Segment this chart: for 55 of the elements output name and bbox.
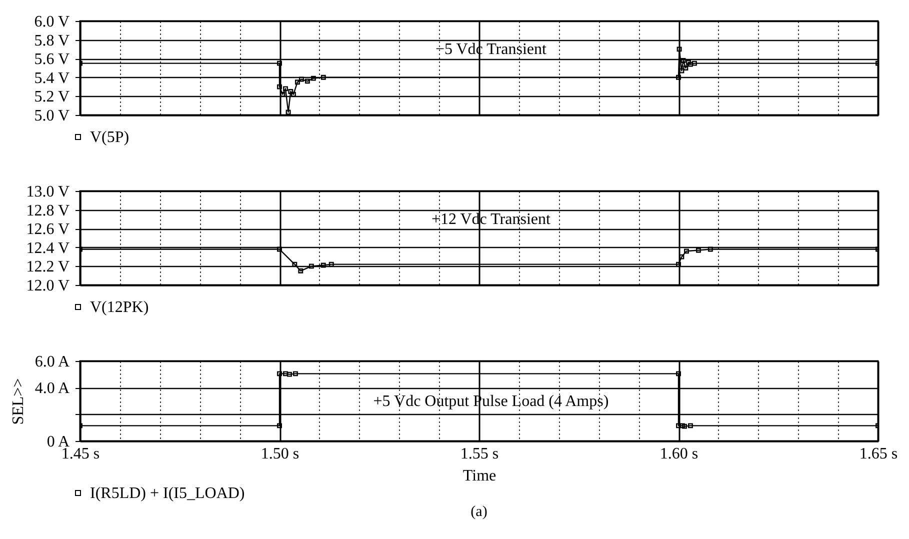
point xyxy=(684,248,689,254)
point xyxy=(320,262,326,268)
point xyxy=(287,372,292,377)
point xyxy=(688,423,693,428)
point xyxy=(292,371,298,376)
x-tick-label: 1.50 s xyxy=(260,446,300,462)
point xyxy=(320,74,326,80)
x-tick-label: 1.55 s xyxy=(460,446,499,462)
point xyxy=(288,89,294,94)
point xyxy=(283,371,288,376)
point xyxy=(683,66,688,70)
point xyxy=(277,423,282,428)
y-tick-label: 6.0 V xyxy=(34,14,70,30)
point xyxy=(298,76,304,82)
point xyxy=(286,110,291,115)
legend-label: I(R5LD) + I(I5_LOAD) xyxy=(90,485,245,502)
y-tick-label: 6.0 A xyxy=(34,354,70,370)
point xyxy=(688,62,693,67)
y-tick-label: 4.0 A xyxy=(34,380,70,398)
y-tick-label: 13.0 V xyxy=(26,184,70,200)
y-tick-label: 12.2 V xyxy=(26,258,70,276)
point xyxy=(676,46,682,52)
point xyxy=(277,371,282,376)
point xyxy=(283,86,288,92)
y-tick-label: 5.6 V xyxy=(34,51,70,68)
point xyxy=(294,80,300,85)
point xyxy=(304,78,310,84)
point xyxy=(310,76,316,81)
y-axis-title: SEL>> xyxy=(10,378,27,425)
y-tick-label: 5.0 V xyxy=(34,108,70,124)
y-tick-label: 12.0 V xyxy=(26,278,70,294)
point xyxy=(686,60,691,65)
point xyxy=(708,246,713,252)
point xyxy=(277,60,282,66)
y-tick-label: 12.4 V xyxy=(26,240,70,257)
point xyxy=(680,58,686,63)
point xyxy=(696,248,701,253)
point xyxy=(277,84,282,90)
point xyxy=(692,60,697,66)
y-tick-label: 12.6 V xyxy=(26,221,70,238)
x-tick-label: 1.60 s xyxy=(660,446,698,462)
x-tick-label: 1.45 s xyxy=(61,446,100,462)
text: (a) xyxy=(470,504,488,520)
x-tick-label: 1.65 s xyxy=(859,446,898,462)
y-tick-label: 5.8 V xyxy=(34,32,70,50)
x-axis-title: Time xyxy=(462,468,496,484)
y-tick-label: 5.2 V xyxy=(34,88,70,106)
point xyxy=(676,371,681,376)
y-tick-label: 5.4 V xyxy=(34,70,70,87)
point xyxy=(676,74,681,80)
y-tick-label: 12.8 V xyxy=(26,202,70,220)
legend-label: V(5P) xyxy=(90,129,130,146)
point xyxy=(298,268,304,274)
legend-label: V(12PK) xyxy=(90,299,149,316)
point xyxy=(308,264,314,269)
